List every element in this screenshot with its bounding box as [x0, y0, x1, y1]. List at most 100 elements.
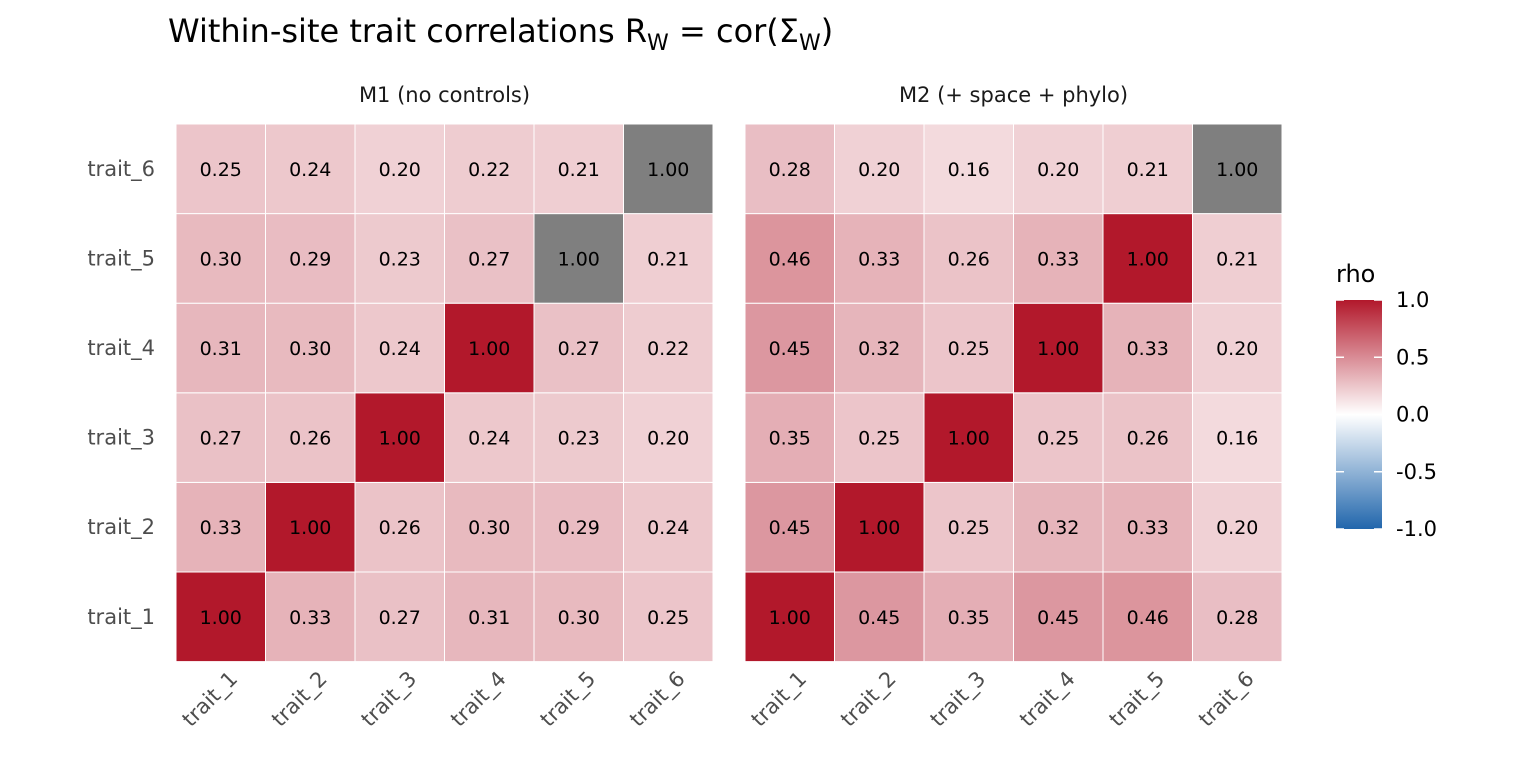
heatmap-panel: M2 (+ space + phylo) 1.00 0.45 0.35 0.45 0.46…: [744, 83, 1283, 733]
y-tick-label: trait_2: [87, 515, 155, 540]
y-tick-label: trait_1: [87, 605, 155, 630]
x-tick-label: trait_1: [177, 667, 243, 733]
cell-value-label: 0.30: [468, 517, 510, 539]
cell-value-label: 0.31: [468, 607, 510, 629]
heatmap-cell: [923, 571, 1014, 663]
heatmap-panel: M1 (no controls) 1.00 0.33 0.27 0.31 0.30 0.25…: [87, 83, 714, 733]
heatmap-cell: [744, 123, 835, 215]
heatmap-cell: [265, 571, 356, 663]
cell-value-label: 0.20: [1216, 517, 1258, 539]
cell-value-label: 0.20: [1037, 159, 1079, 181]
cell-value-label: 0.26: [1127, 428, 1169, 450]
cell-value-label: 0.46: [769, 248, 811, 270]
heatmap-cell: [1192, 213, 1283, 304]
heatmap-cell: [1192, 481, 1283, 573]
y-tick-label: trait_3: [87, 426, 155, 451]
legend-tick-label: -1.0: [1396, 517, 1437, 541]
x-tick-label: trait_2: [836, 667, 902, 733]
cell-value-label: 0.45: [858, 607, 900, 629]
heatmap-panels: M1 (no controls) 1.00 0.33 0.27 0.31 0.30 0.25…: [87, 83, 1283, 733]
cell-value-label: 0.33: [858, 248, 900, 270]
cell-value-label: 0.33: [1127, 338, 1169, 360]
y-tick-label: trait_6: [87, 157, 155, 182]
heatmap-cell: [1102, 302, 1193, 394]
cell-value-label: 0.24: [647, 517, 689, 539]
heatmap-cell: [265, 123, 356, 215]
heatmap-cell: [265, 392, 356, 483]
heatmap-cell: [265, 481, 356, 573]
title-prefix: Within-site trait correlations R: [168, 12, 647, 50]
heatmap-cell: [265, 302, 356, 394]
x-tick-label: trait_6: [1194, 667, 1260, 733]
cell-value-label: 0.31: [200, 338, 242, 360]
cell-value-label: 0.33: [1127, 517, 1169, 539]
cell-value-label: 0.30: [200, 248, 242, 270]
legend-tick-label: 1.0: [1396, 288, 1429, 312]
cell-value-label: 0.20: [1216, 338, 1258, 360]
cell-value-label: 0.24: [289, 159, 331, 181]
heatmap-cell: [1102, 481, 1193, 573]
cell-value-label: 0.20: [647, 428, 689, 450]
cell-value-label: 0.32: [858, 338, 900, 360]
heatmap-cell: [175, 213, 266, 304]
cell-value-label: 1.00: [858, 517, 900, 539]
heatmap-cell: [623, 302, 714, 394]
cell-value-label: 1.00: [1037, 338, 1079, 360]
y-tick-label: trait_5: [87, 246, 155, 271]
heatmap-cell: [834, 302, 925, 394]
x-tick-label: trait_4: [446, 667, 512, 733]
y-tick-label: trait_4: [87, 336, 155, 361]
cell-value-label: 0.23: [558, 428, 600, 450]
cell-value-label: 0.21: [1127, 159, 1169, 181]
heatmap-cell: [533, 213, 624, 304]
cell-value-label: 0.33: [289, 607, 331, 629]
heatmap-cell: [1102, 123, 1193, 215]
legend-tick-label: 0.5: [1396, 345, 1429, 369]
cell-value-label: 1.00: [379, 428, 421, 450]
cell-value-label: 0.25: [647, 607, 689, 629]
cell-value-label: 0.35: [769, 428, 811, 450]
legend-tick-label: -0.5: [1396, 460, 1437, 484]
heatmap-cell: [1192, 302, 1283, 394]
heatmap-cell: [1013, 571, 1104, 663]
heatmap-cell: [444, 213, 535, 304]
heatmap-cell: [354, 571, 445, 663]
heatmap-cell: [354, 302, 445, 394]
cell-value-label: 0.21: [647, 248, 689, 270]
x-tick-label: trait_3: [356, 667, 422, 733]
cell-value-label: 1.00: [647, 159, 689, 181]
heatmap-cell: [533, 302, 624, 394]
heatmap-cell: [623, 213, 714, 304]
x-tick-label: trait_5: [1104, 667, 1170, 733]
heatmap-cell: [444, 392, 535, 483]
cell-value-label: 0.20: [858, 159, 900, 181]
cell-value-label: 0.22: [468, 159, 510, 181]
heatmap-cell: [1192, 123, 1283, 215]
heatmap-cell: [744, 571, 835, 663]
title-suffix: ): [821, 12, 833, 50]
title-middle: = cor(Σ: [669, 12, 799, 50]
cell-value-label: 1.00: [468, 338, 510, 360]
panel-strip-label: M2 (+ space + phylo): [899, 83, 1128, 107]
heatmap-cell: [744, 213, 835, 304]
x-tick-label: trait_3: [925, 667, 991, 733]
cell-value-label: 0.30: [289, 338, 331, 360]
heatmap-cell: [175, 571, 266, 663]
cell-value-label: 1.00: [769, 607, 811, 629]
heatmap-cell: [354, 213, 445, 304]
heatmap-cell: [444, 481, 535, 573]
heatmap-cell: [834, 123, 925, 215]
cell-value-label: 1.00: [1216, 159, 1258, 181]
heatmap-cell: [623, 392, 714, 483]
cell-value-label: 0.20: [379, 159, 421, 181]
cell-value-label: 0.16: [948, 159, 990, 181]
cell-value-label: 0.32: [1037, 517, 1079, 539]
cell-value-label: 0.25: [1037, 428, 1079, 450]
x-tick-label: trait_4: [1015, 667, 1081, 733]
cell-value-label: 0.29: [558, 517, 600, 539]
heatmap-cell: [444, 571, 535, 663]
heatmap-cell: [834, 213, 925, 304]
cell-value-label: 0.29: [289, 248, 331, 270]
cell-value-label: 0.27: [558, 338, 600, 360]
